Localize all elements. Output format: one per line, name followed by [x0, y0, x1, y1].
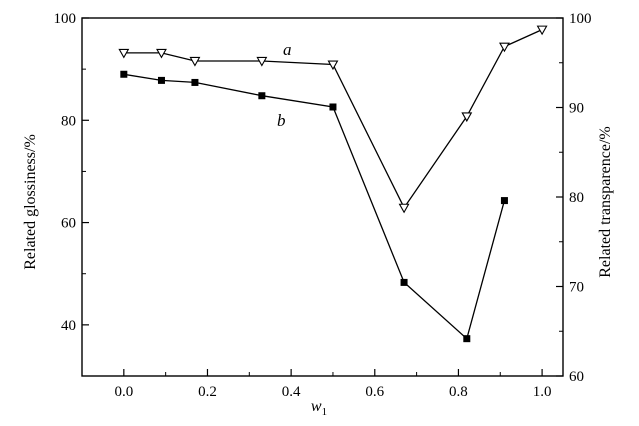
x-axis-title-main: w [311, 398, 322, 415]
series-line-b [123, 73, 506, 340]
data-point-a [189, 56, 201, 67]
data-point-b [157, 76, 165, 84]
data-point-a [398, 203, 410, 214]
y-right-tick-label: 100 [569, 11, 592, 27]
x-tick-label: 0.8 [449, 384, 468, 400]
data-point-a [327, 60, 339, 71]
x-tick-label: 0.6 [365, 384, 384, 400]
series-line-a [123, 29, 543, 209]
data-point-a [499, 42, 510, 53]
series-markers [118, 25, 548, 343]
tick-labels: 0.0 0.2 0.4 0.6 0.8 1.0 40 60 80 100 60 70 80 90 100 [54, 11, 592, 400]
data-point-a [156, 48, 167, 59]
y-right-tick-label: 60 [569, 369, 584, 385]
x-tick-label: 1.0 [533, 384, 552, 400]
y-right-tick-label: 80 [569, 190, 584, 206]
data-point-b [329, 103, 337, 111]
data-point-a [256, 56, 268, 67]
y-axis-right-title: Related transparence/% [597, 126, 614, 277]
x-axis-title-subscript: 1 [322, 406, 328, 418]
y-left-tick-label: 60 [61, 216, 76, 232]
data-point-b [258, 92, 266, 100]
data-point-a [536, 25, 548, 36]
data-point-b [191, 78, 199, 86]
data-point-a [118, 48, 130, 59]
series-lines [123, 29, 543, 340]
data-point-b [400, 278, 408, 286]
y-right-tick-label: 90 [569, 101, 584, 117]
x-axis-title: w1 [311, 398, 327, 418]
y-left-tick-label: 100 [54, 11, 77, 27]
x-tick-label: 0.0 [114, 384, 133, 400]
data-point-b [463, 335, 471, 343]
y-left-tick-label: 80 [61, 113, 76, 129]
axis-ticks [81, 17, 563, 377]
x-tick-label: 0.2 [198, 384, 217, 400]
y-axis-left-title: Related glossiness/% [22, 134, 39, 270]
series-label-a: a [283, 40, 292, 59]
x-tick-label: 0.4 [282, 384, 301, 400]
data-point-b [120, 70, 128, 78]
y-left-tick-label: 40 [61, 318, 76, 334]
data-point-a [461, 112, 473, 123]
data-point-b [500, 197, 508, 205]
series-label-b: b [277, 111, 286, 130]
y-right-tick-label: 70 [569, 280, 584, 296]
